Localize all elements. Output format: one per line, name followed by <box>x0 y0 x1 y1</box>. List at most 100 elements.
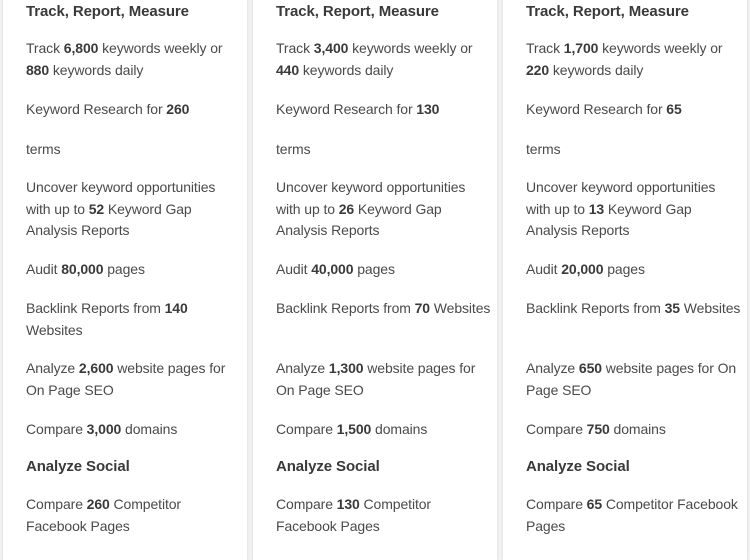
feature-text: Compare <box>26 496 87 512</box>
feature-text: Audit <box>526 261 562 277</box>
feature-item: Audit 40,000 pages <box>276 259 491 281</box>
feature-text: Backlink Reports from <box>526 300 665 316</box>
feature-item: Uncover keyword opportunities with up to… <box>26 177 241 242</box>
feature-value: 80,000 <box>61 261 104 277</box>
feature-text: Keyword Research for <box>526 101 667 117</box>
feature-text: Compare <box>526 421 587 437</box>
feature-value: 880 <box>26 61 50 78</box>
feature-text: Uncover keyword opportunities with up to <box>526 179 716 217</box>
feature-item: Track 6,800 keywords weekly or 880 keywo… <box>26 38 241 81</box>
feature-text: keywords daily <box>49 61 144 78</box>
feature-text: keywords daily <box>299 61 394 78</box>
feature-text: keywords weekly or <box>348 40 473 56</box>
feature-item: Compare 65 Competitor Facebook Pages <box>526 494 741 537</box>
feature-value: 6,800 <box>63 40 99 56</box>
feature-text: Websites <box>26 321 83 338</box>
feature-item: Compare 130 Competitor Facebook Pages <box>276 494 491 537</box>
feature-value: 40,000 <box>311 261 354 277</box>
feature-text: Keyword Research for <box>276 101 417 117</box>
feature-item: Analyze 1,300 website pages for On Page … <box>276 358 491 401</box>
feature-value: 65 <box>586 496 603 512</box>
feature-text: pages <box>103 261 145 277</box>
section-heading: Track, Report, Measure <box>26 3 189 20</box>
section-heading: Analyze Social <box>526 458 630 475</box>
feature-value: 20,000 <box>561 261 604 277</box>
feature-text: terms <box>276 141 311 157</box>
feature-text: website pages for On Page SEO <box>26 360 226 398</box>
feature-value: 1,700 <box>563 40 599 56</box>
feature-text: Compare <box>26 421 87 437</box>
feature-text: Websites <box>680 300 741 316</box>
feature-value: 440 <box>276 61 300 78</box>
feature-item: Backlink Reports from 35 Websites <box>526 298 741 320</box>
plan-column-1: Track, Report, Measure Track 6,800 keywor… <box>3 0 247 560</box>
feature-item: Keyword Research for 130 <box>276 99 491 121</box>
feature-value: 130 <box>416 101 440 117</box>
feature-text: Analyze <box>526 360 579 376</box>
feature-text: Competitor Facebook Pages <box>276 496 431 534</box>
feature-value: 650 <box>578 360 602 376</box>
feature-text: Compare <box>276 496 337 512</box>
feature-item: Compare 3,000 domains <box>26 419 241 441</box>
feature-text: website pages for On Page SEO <box>526 360 737 398</box>
feature-text: domains <box>371 421 428 437</box>
feature-value: 1,300 <box>328 360 364 376</box>
section-heading: Track, Report, Measure <box>276 3 439 20</box>
feature-item: Analyze 2,600 website pages for On Page … <box>26 358 241 401</box>
feature-value: 220 <box>526 61 550 78</box>
feature-value: 70 <box>414 300 430 316</box>
feature-item: Keyword Research for 65 <box>526 99 741 121</box>
feature-text: Track <box>526 40 564 56</box>
feature-item: Backlink Reports from 70 Websites <box>276 298 491 320</box>
feature-text: Analyze <box>276 360 329 376</box>
feature-value: 52 <box>88 200 105 217</box>
feature-text: keywords weekly or <box>598 40 723 56</box>
feature-text: Keyword Gap Analysis Reports <box>276 200 442 239</box>
feature-value: 26 <box>338 200 355 217</box>
plan-column-3: Track, Report, Measure Track 1,700 keywor… <box>503 0 747 560</box>
feature-text: Backlink Reports from <box>276 300 415 316</box>
feature-text: website pages for On Page SEO <box>276 360 476 398</box>
feature-text: pages <box>353 261 395 277</box>
feature-item: Backlink Reports from 140 Websites <box>26 298 241 341</box>
feature-value: 260 <box>86 496 110 512</box>
section-heading: Analyze Social <box>26 458 130 475</box>
feature-value: 130 <box>336 496 360 512</box>
section-heading: Analyze Social <box>276 458 380 475</box>
feature-value: 13 <box>588 200 605 217</box>
feature-text: Websites <box>430 300 491 316</box>
feature-text: terms <box>26 141 61 157</box>
section-heading: Track, Report, Measure <box>526 3 689 20</box>
feature-text: Compare <box>526 496 587 512</box>
feature-text: keywords daily <box>549 61 644 78</box>
feature-text: Analyze <box>26 360 79 376</box>
feature-item: Compare 260 Competitor Facebook Pages <box>26 494 241 537</box>
feature-item: terms <box>26 139 241 161</box>
feature-item: terms <box>276 139 491 161</box>
feature-item: Track 3,400 keywords weekly or 440 keywo… <box>276 38 491 81</box>
feature-text: Keyword Research for <box>26 101 167 117</box>
feature-item: terms <box>526 139 741 161</box>
feature-value: 3,400 <box>313 40 349 56</box>
feature-text: pages <box>603 261 645 277</box>
feature-value: 1,500 <box>336 421 372 437</box>
feature-item: Uncover keyword opportunities with up to… <box>526 177 741 242</box>
feature-text: keywords weekly or <box>98 40 223 56</box>
feature-text: Uncover keyword opportunities with up to <box>26 179 216 217</box>
feature-item: Audit 80,000 pages <box>26 259 241 281</box>
feature-item: Uncover keyword opportunities with up to… <box>276 177 491 242</box>
feature-item: Analyze 650 website pages for On Page SE… <box>526 358 741 401</box>
feature-value: 65 <box>666 101 682 117</box>
feature-value: 35 <box>664 300 680 316</box>
feature-text: Backlink Reports from <box>26 300 165 316</box>
feature-item: Keyword Research for 260 <box>26 99 241 121</box>
feature-item: Compare 750 domains <box>526 419 741 441</box>
feature-item: Audit 20,000 pages <box>526 259 741 281</box>
feature-text: domains <box>609 421 666 437</box>
plan-column-2: Track, Report, Measure Track 3,400 keywor… <box>253 0 497 560</box>
feature-item: Compare 1,500 domains <box>276 419 491 441</box>
feature-value: 260 <box>166 101 190 117</box>
feature-text: Competitor Facebook Pages <box>26 496 181 534</box>
feature-value: 2,600 <box>78 360 114 376</box>
feature-text: Uncover keyword opportunities with up to <box>276 179 466 217</box>
